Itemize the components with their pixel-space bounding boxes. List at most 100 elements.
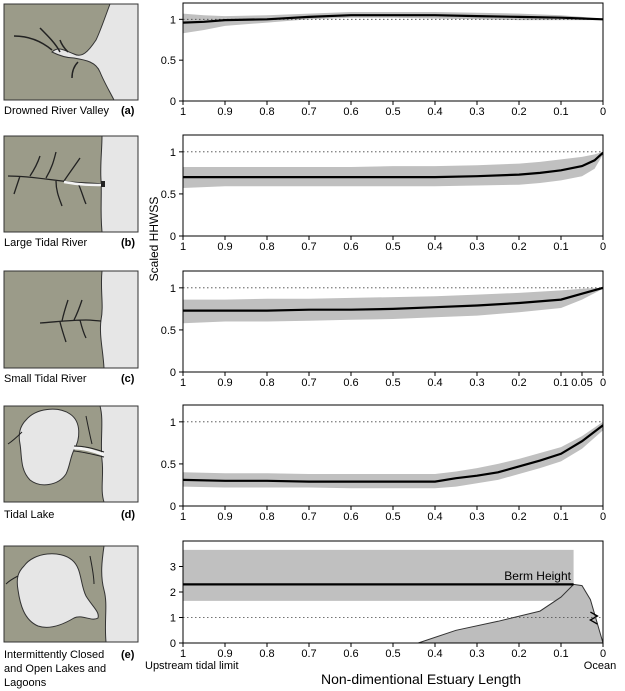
x-tick-label: 0.4: [427, 648, 442, 660]
y-tick-label: 0: [170, 638, 176, 650]
panel-letter-d: (d): [121, 509, 135, 521]
river-mouth: [63, 180, 105, 187]
y-tick-label: 0.5: [161, 325, 176, 337]
panel-name-d: Tidal Lake: [4, 509, 54, 521]
x-tick-label: 0: [600, 377, 606, 389]
x-tick-label: 0.4: [427, 241, 442, 253]
chart-panel-d: 1 0.9 0.8 0.7 0.6 0.5 0.4 0.3 0.2 0.1 0 0 0.5 1: [161, 404, 606, 523]
x-tick-label: 0.1: [553, 241, 568, 253]
x-tick-label: 0.3: [469, 241, 484, 253]
y-tick-label: 1: [170, 283, 176, 295]
river-mouth-marker: [101, 181, 105, 187]
panel-name-b: Large Tidal River: [4, 237, 87, 249]
x-tick-label: 0.5: [385, 511, 400, 523]
inlet-banks: [7, 415, 105, 458]
lagoon: [16, 553, 99, 628]
x-tick-label: 0.4: [427, 377, 442, 389]
x-tick-label: 0.05: [571, 377, 592, 389]
panel-letter-e: (e): [121, 649, 135, 661]
panel-name-e-line-2: and Open Lakes and: [4, 663, 106, 675]
berm-shape: [418, 583, 604, 644]
x-tick-label: 0.7: [301, 511, 316, 523]
panel-name-e-line-1: Intermittently Closed: [4, 649, 104, 661]
y-axis-label: Scaled HHWSS: [147, 197, 161, 282]
x-tick-label: 0: [600, 106, 606, 118]
x-tick-label: 0.2: [511, 106, 526, 118]
land-mass: [3, 270, 105, 369]
x-tick-label: 0.9: [217, 241, 232, 253]
x-tick-label: 0.6: [343, 241, 358, 253]
x-tick-label: 0.8: [259, 511, 274, 523]
y-tick-label: 0: [170, 501, 176, 513]
x-tick-label: 1: [180, 648, 186, 660]
uncertainty-band: [183, 287, 603, 324]
x-tick-label: 0.3: [469, 648, 484, 660]
y-tick-label: 0: [170, 96, 176, 108]
x-tick-label: 0.5: [385, 377, 400, 389]
sketch-icoll: Intermittently Closed and Open Lakes and…: [3, 545, 139, 689]
left-end-label: Upstream tidal limit: [145, 660, 239, 672]
land-mass: [3, 3, 115, 101]
x-tick-label: 0.9: [217, 648, 232, 660]
y-tick-label: 1: [170, 613, 176, 625]
uncertainty-band: [183, 421, 603, 489]
x-tick-label: 0.3: [469, 377, 484, 389]
lagoon-inlet: [73, 446, 105, 457]
x-tick-label: 0.5: [385, 648, 400, 660]
x-tick-label: 0: [600, 648, 606, 660]
chart-panel-a: 1 0.9 0.8 0.7 0.6 0.5 0.4 0.3 0.2 0.1 0 0 0.5 1: [161, 2, 606, 118]
y-tick-label: 0: [170, 231, 176, 243]
y-tick-label: 3: [170, 562, 176, 574]
x-tick-label: 0.7: [301, 106, 316, 118]
y-tick-label: 1: [170, 147, 176, 159]
series-line: [183, 424, 603, 483]
x-tick-label: 0.5: [385, 106, 400, 118]
panel-name-e-line-3: Lagoons: [4, 677, 47, 689]
x-tick-label: 0.2: [511, 241, 526, 253]
chart-panel-c: 1 0.9 0.8 0.7 0.6 0.5 0.4 0.3 0.2 0.1 0.05 0 0 0.5 1: [161, 270, 606, 389]
x-tick-label: 0.8: [259, 648, 274, 660]
x-tick-label: 0: [600, 241, 606, 253]
lagoon: [18, 408, 80, 486]
x-tick-label: 0: [600, 511, 606, 523]
panel-letter-b: (b): [121, 237, 135, 249]
land-mass: [3, 135, 103, 233]
x-tick-label: 0.1: [553, 648, 568, 660]
x-tick-label: 0.7: [301, 241, 316, 253]
x-axis-label: Non-dimentional Estuary Length: [321, 671, 521, 687]
sketch-tidal-lake: Tidal Lake (d): [3, 405, 139, 521]
berm-height-label: Berm Height: [504, 569, 571, 583]
river-channel: [13, 27, 79, 79]
series-line: [183, 14, 603, 24]
y-tick-label: 2: [170, 587, 176, 599]
series-line: [183, 151, 603, 179]
chart-panel-b: 1 0.9 0.8 0.7 0.6 0.5 0.4 0.3 0.2 0.1 0 0 0.5 1: [161, 134, 606, 253]
x-tick-label: 0.2: [511, 377, 526, 389]
x-tick-label: 0.6: [343, 377, 358, 389]
x-tick-label: 0.9: [217, 511, 232, 523]
panel-name-c: Small Tidal River: [4, 373, 87, 385]
x-tick-label: 0.6: [343, 648, 358, 660]
sketch-small-tidal-river: Small Tidal River (c): [3, 270, 139, 385]
panel-letter-a: (a): [121, 105, 135, 117]
x-tick-label: 0.4: [427, 511, 442, 523]
x-tick-label: 0.6: [343, 511, 358, 523]
right-end-label: Ocean: [584, 660, 616, 672]
sketch-large-tidal-river: Large Tidal River (b): [3, 135, 139, 249]
x-tick-label: 0.1: [553, 511, 568, 523]
y-tick-label: 0.5: [161, 55, 176, 67]
x-tick-label: 0.5: [385, 241, 400, 253]
x-tick-label: 0.8: [259, 106, 274, 118]
uncertainty-band: [183, 151, 603, 188]
river-channel: [39, 299, 102, 343]
x-tick-label: 0.4: [427, 106, 442, 118]
x-tick-label: 0.8: [259, 241, 274, 253]
x-tick-label: 0.8: [259, 377, 274, 389]
x-tick-label: 0.1: [553, 377, 568, 389]
y-tick-label: 0.5: [161, 459, 176, 471]
x-tick-label: 0.6: [343, 106, 358, 118]
series-line: [183, 286, 603, 312]
x-tick-label: 0.9: [217, 106, 232, 118]
